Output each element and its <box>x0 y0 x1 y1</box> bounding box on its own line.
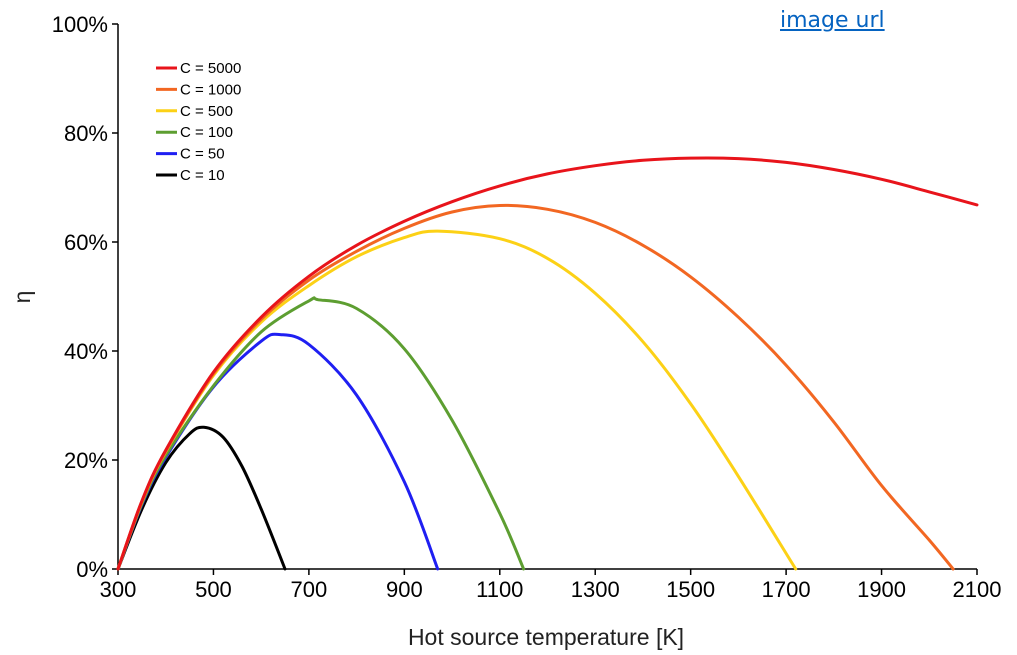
y-tick-label: 60% <box>64 230 108 255</box>
x-tick-label: 300 <box>100 577 137 602</box>
series-line-c-100 <box>116 296 526 571</box>
axes: 300 500 700 900 1100 1300 1500 1700 1900 2100 0% 20… <box>52 12 1002 602</box>
y-tick-label: 40% <box>64 339 108 364</box>
x-tick-label: 1700 <box>762 577 811 602</box>
legend: C = 5000 C = 1000 C = 500 C = 100 C = 50 C = … <box>156 60 241 184</box>
y-tick-label: 80% <box>64 121 108 146</box>
y-tick-label: 20% <box>64 448 108 473</box>
x-tick-label: 2100 <box>953 577 1002 602</box>
series-line-c-5000 <box>116 156 979 571</box>
series-lines <box>116 156 979 571</box>
image-url-link[interactable]: image url <box>780 8 885 33</box>
series-line-c-10 <box>116 425 287 571</box>
series-line-c-500 <box>116 229 798 571</box>
y-axis-label: η <box>9 291 35 304</box>
x-tick-label: 900 <box>386 577 423 602</box>
x-tick-label: 1500 <box>666 577 715 602</box>
legend-label-c-50: C = 50 <box>180 146 225 163</box>
x-tick-label: 1300 <box>571 577 620 602</box>
x-tick-label: 500 <box>195 577 232 602</box>
legend-label-c-500: C = 500 <box>180 103 233 120</box>
y-tick-label: 100% <box>52 12 108 37</box>
legend-label-c-10: C = 10 <box>180 167 225 184</box>
legend-label-c-5000: C = 5000 <box>180 60 241 77</box>
legend-label-c-100: C = 100 <box>180 124 233 141</box>
x-tick-label: 700 <box>291 577 328 602</box>
x-tick-label: 1100 <box>476 577 523 602</box>
series-line-c-1000 <box>116 203 955 571</box>
y-tick-label: 0% <box>76 557 108 582</box>
x-axis-label: Hot source temperature [K] <box>408 624 684 650</box>
legend-label-c-1000: C = 1000 <box>180 81 241 98</box>
x-tick-label: 1900 <box>857 577 906 602</box>
